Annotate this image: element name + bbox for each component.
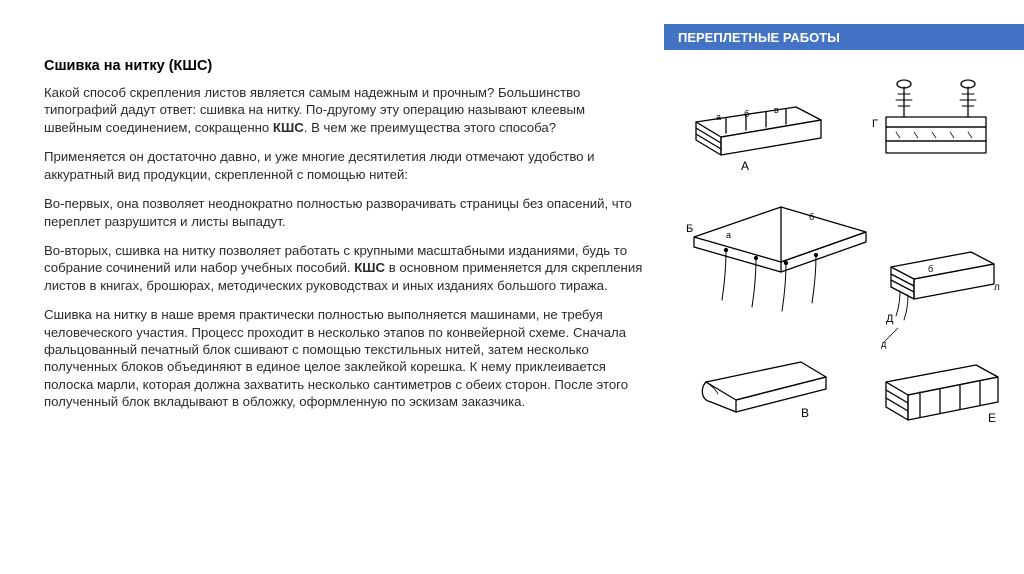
svg-text:А: А	[741, 159, 749, 173]
svg-text:б: б	[928, 264, 933, 274]
paragraph: Какой способ скрепления листов является …	[44, 84, 644, 136]
para-text: Применяется он достаточно давно, и уже м…	[44, 149, 595, 181]
svg-text:Д: Д	[886, 313, 894, 325]
paragraph: Во-первых, она позволяет неоднократно по…	[44, 195, 644, 230]
text-content: Сшивка на нитку (КШС) Какой способ скреп…	[44, 58, 644, 423]
page-title: Сшивка на нитку (КШС)	[44, 58, 644, 74]
para-text: Во-первых, она позволяет неоднократно по…	[44, 196, 632, 228]
para-bold: КШС	[354, 260, 385, 275]
svg-text:а: а	[716, 112, 721, 122]
para-text: . В чем же преимущества этого способа?	[304, 120, 556, 135]
svg-text:Г: Г	[872, 118, 878, 130]
svg-text:Б: Б	[686, 223, 693, 235]
section-header: ПЕРЕПЛЕТНЫЕ РАБОТЫ	[664, 24, 1024, 50]
paragraph: Применяется он достаточно давно, и уже м…	[44, 148, 644, 183]
svg-text:б: б	[809, 212, 814, 222]
svg-text:б: б	[744, 109, 749, 119]
svg-text:д: д	[881, 339, 887, 349]
svg-text:л: л	[994, 282, 1000, 293]
svg-text:В: В	[801, 406, 809, 420]
section-header-label: ПЕРЕПЛЕТНЫЕ РАБОТЫ	[678, 30, 840, 45]
para-bold: КШС	[273, 120, 304, 135]
svg-text:в: в	[774, 105, 779, 115]
paragraph: Сшивка на нитку в наше время практически…	[44, 306, 644, 411]
svg-text:Е: Е	[988, 411, 996, 425]
paragraph: Во-вторых, сшивка на нитку позволяет раб…	[44, 242, 644, 294]
svg-text:а: а	[726, 230, 731, 240]
bookbinding-diagram: а б в А	[686, 72, 1004, 442]
para-text: Сшивка на нитку в наше время практически…	[44, 307, 628, 409]
